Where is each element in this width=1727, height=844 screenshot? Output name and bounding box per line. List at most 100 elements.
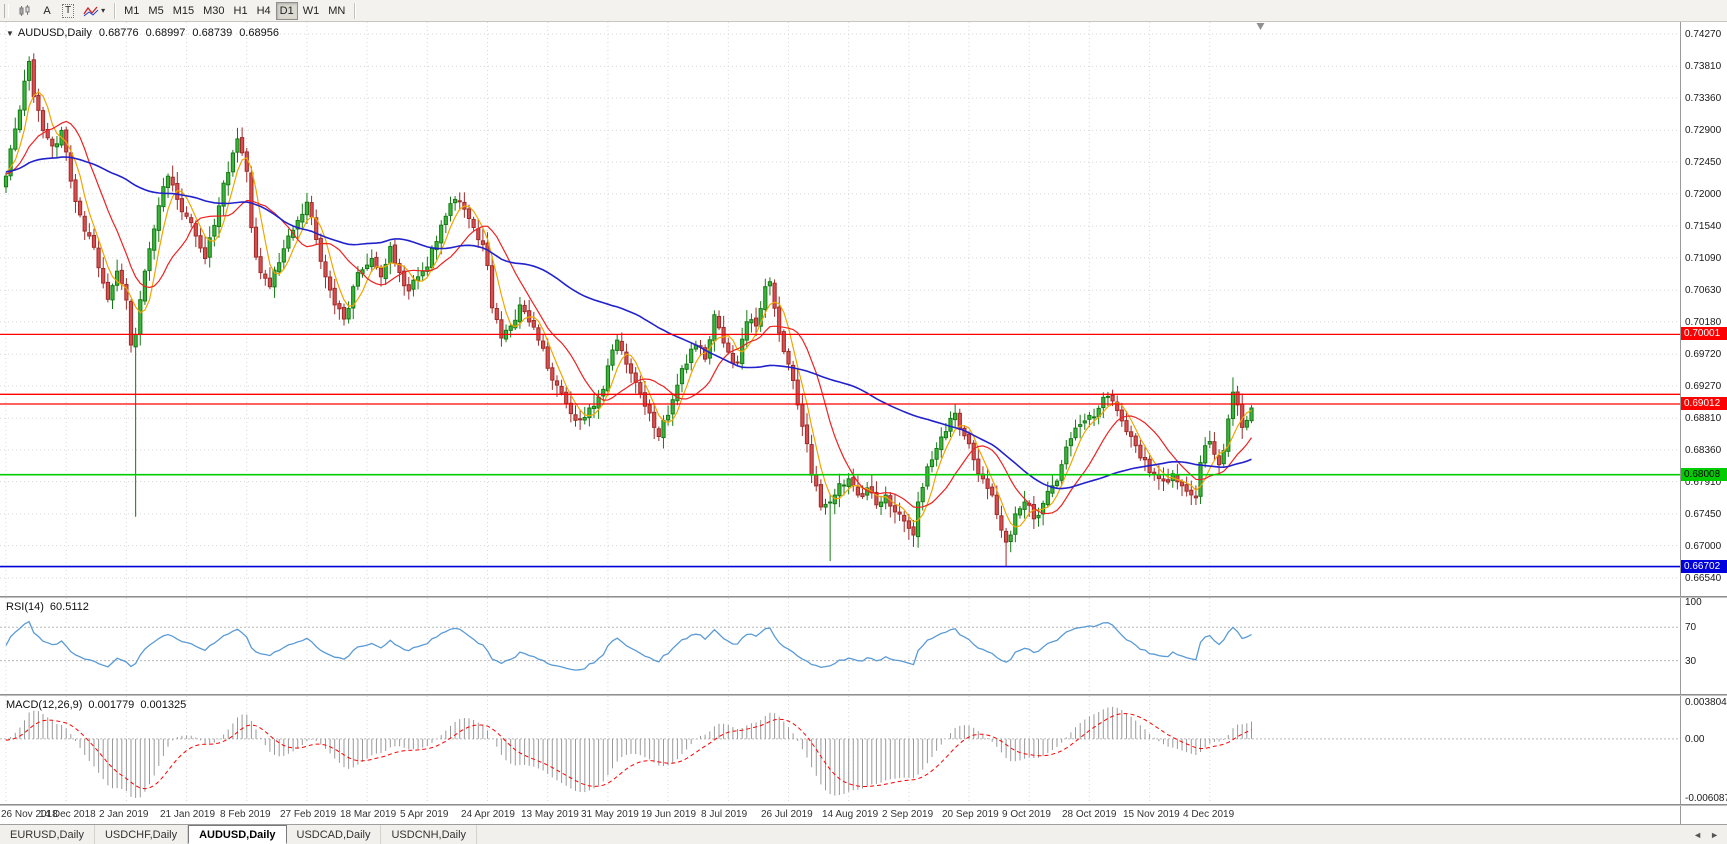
time-axis[interactable]: 26 Nov 2018 14 Dec 2018 2 Jan 2019 21 Jan 2… xyxy=(0,806,1680,824)
horizontal-lines-layer[interactable] xyxy=(0,333,1680,568)
date-axis-label: 9 Oct 2019 xyxy=(1002,809,1051,820)
date-axis-label: 24 Apr 2019 xyxy=(461,809,515,820)
macd-indicator-label: MACD(12,26,9) 0.001779 0.001325 xyxy=(6,699,192,711)
chart-tabs: EURUSD,Daily USDCHF,Daily AUDUSD,Daily USDC… xyxy=(0,825,478,844)
date-axis-label: 15 Nov 2019 xyxy=(1123,809,1180,820)
indicators-icon xyxy=(83,6,99,16)
macd-axis-tick: -0.006087 xyxy=(1685,793,1727,804)
price-axis-tick: 0.66540 xyxy=(1685,573,1722,584)
rsi-name: RSI(14) xyxy=(6,601,44,613)
rsi-canvas[interactable] xyxy=(0,598,1680,694)
price-axis-tick: 0.72450 xyxy=(1685,157,1722,168)
price-axis-tick: 0.69270 xyxy=(1685,381,1722,392)
price-axis-tick: 0.68360 xyxy=(1685,445,1722,456)
toolbar-separator-2 xyxy=(354,2,356,19)
price-axis-tick: 0.67450 xyxy=(1685,509,1722,520)
macd-value-main: 0.001779 xyxy=(88,699,135,711)
timeframe-button-m30[interactable]: M30 xyxy=(203,4,225,17)
macd-axis-tick: 0.00 xyxy=(1685,734,1705,745)
price-axis-tick: 0.69720 xyxy=(1685,349,1722,360)
timeframe-button-h4[interactable]: H4 xyxy=(256,4,271,17)
cursor-tool-button[interactable]: A xyxy=(37,2,57,20)
date-axis-label: 28 Oct 2019 xyxy=(1062,809,1117,820)
hline-price-label: 0.70001 xyxy=(1681,327,1727,340)
timeframe-button-mn[interactable]: MN xyxy=(328,4,346,17)
price-axis-tick: 0.71540 xyxy=(1685,221,1722,232)
rsi-line xyxy=(5,620,1252,671)
grid-layer xyxy=(0,22,1680,596)
tab-usdchf-daily[interactable]: USDCHF,Daily xyxy=(95,825,189,844)
date-axis-label: 13 May 2019 xyxy=(521,809,579,820)
timeframes-group: M1 M5 M15 M30 H1 H4 D1 W1 MN xyxy=(120,0,349,22)
timeframe-button-m5[interactable]: M5 xyxy=(148,4,164,17)
price-axis-tick: 0.74270 xyxy=(1685,29,1722,40)
date-axis-label: 2 Sep 2019 xyxy=(882,809,934,820)
price-axis-tick: 0.70630 xyxy=(1685,285,1722,296)
date-axis-label: 14 Dec 2018 xyxy=(39,809,96,820)
macd-signal-line xyxy=(5,713,1252,790)
cursor-tool-icon: A xyxy=(43,4,51,17)
candles-layer xyxy=(3,53,1254,567)
ma-13-line xyxy=(5,120,1252,515)
price-chart-canvas[interactable] xyxy=(0,22,1680,596)
tab-eurusd-daily[interactable]: EURUSD,Daily xyxy=(0,825,95,844)
tabs-scroll-right-icon[interactable]: ► xyxy=(1710,829,1719,840)
date-axis-label: 20 Sep 2019 xyxy=(942,809,999,820)
macd-canvas[interactable] xyxy=(0,696,1680,804)
macd-name: MACD(12,26,9) xyxy=(6,699,83,711)
tab-usdcnh-daily[interactable]: USDCNH,Daily xyxy=(381,825,478,844)
date-axis-label: 5 Apr 2019 xyxy=(400,809,449,820)
candlestick-chart-icon xyxy=(19,4,30,16)
panel-separator-main-rsi[interactable] xyxy=(0,596,1727,598)
date-axis-label: 4 Dec 2019 xyxy=(1183,809,1235,820)
chart-window-tool-button[interactable] xyxy=(14,2,36,20)
rsi-indicator-label: RSI(14) 60.5112 xyxy=(6,601,95,613)
price-axis-tick: 0.67000 xyxy=(1685,541,1722,552)
timeframe-button-m15[interactable]: M15 xyxy=(172,4,195,17)
panel-separator-macd-dates xyxy=(0,804,1727,806)
timeframe-button-d1[interactable]: D1 xyxy=(275,1,298,20)
chart-shift-marker[interactable] xyxy=(1256,23,1265,30)
price-axis-tick: 0.68810 xyxy=(1685,413,1722,424)
price-axis[interactable]: 0.74270 0.73810 0.73360 0.72900 0.72450 0.720… xyxy=(1680,22,1727,824)
price-axis-tick: 0.73810 xyxy=(1685,61,1722,72)
tab-usdcad-daily[interactable]: USDCAD,Daily xyxy=(287,825,382,844)
date-axis-label: 26 Nov 2018 xyxy=(1,809,58,820)
quote-close: 0.68956 xyxy=(239,27,279,39)
indicators-tool-button[interactable]: ▾ xyxy=(79,2,109,20)
text-label-tool-icon: T xyxy=(62,3,75,18)
dropdown-caret-icon: ▾ xyxy=(101,6,106,15)
rsi-axis-tick: 70 xyxy=(1685,622,1697,633)
date-axis-label: 8 Jul 2019 xyxy=(701,809,748,820)
quote-low: 0.68739 xyxy=(192,27,233,39)
tabs-nav: ◄ ► xyxy=(1693,825,1727,844)
hline-price-label: 0.68008 xyxy=(1681,468,1727,481)
hline-price-label: 0.66702 xyxy=(1681,560,1727,573)
date-axis-label: 19 Jun 2019 xyxy=(641,809,697,820)
text-label-tool-button[interactable]: T xyxy=(58,2,78,20)
timeframe-button-m1[interactable]: M1 xyxy=(124,4,140,17)
date-axis-label: 8 Feb 2019 xyxy=(220,809,271,820)
date-axis-label: 26 Jul 2019 xyxy=(761,809,813,820)
rsi-axis-tick: 30 xyxy=(1685,656,1697,667)
price-axis-tick: 0.70180 xyxy=(1685,317,1722,328)
price-axis-tick: 0.72900 xyxy=(1685,125,1722,136)
price-axis-tick: 0.71090 xyxy=(1685,253,1722,264)
timeframe-button-h1[interactable]: H1 xyxy=(233,4,248,17)
macd-value-signal: 0.001325 xyxy=(140,699,187,711)
chart-tabs-bar: EURUSD,Daily USDCHF,Daily AUDUSD,Daily USDC… xyxy=(0,824,1727,844)
tabs-scroll-left-icon[interactable]: ◄ xyxy=(1693,829,1703,840)
tab-audusd-daily[interactable]: AUDUSD,Daily xyxy=(188,825,287,844)
toolbar-grip[interactable] xyxy=(4,3,9,18)
toolbar: A T ▾ M1 M5 M15 M30 H1 H4 D1 W1 MN xyxy=(0,0,1727,22)
rsi-value: 60.5112 xyxy=(49,601,89,613)
rsi-axis-tick: 100 xyxy=(1685,597,1702,608)
date-axis-label: 14 Aug 2019 xyxy=(822,809,879,820)
date-axis-label: 2 Jan 2019 xyxy=(99,809,149,820)
timeframe-button-w1[interactable]: W1 xyxy=(302,4,320,17)
date-axis-label: 18 Mar 2019 xyxy=(340,809,397,820)
symbol-collapse-icon[interactable]: ▼ xyxy=(6,28,14,38)
chart-quote-line: ▼ AUDUSD,Daily 0.68776 0.68997 0.68739 0… xyxy=(6,27,286,39)
panel-separator-rsi-macd[interactable] xyxy=(0,694,1727,696)
